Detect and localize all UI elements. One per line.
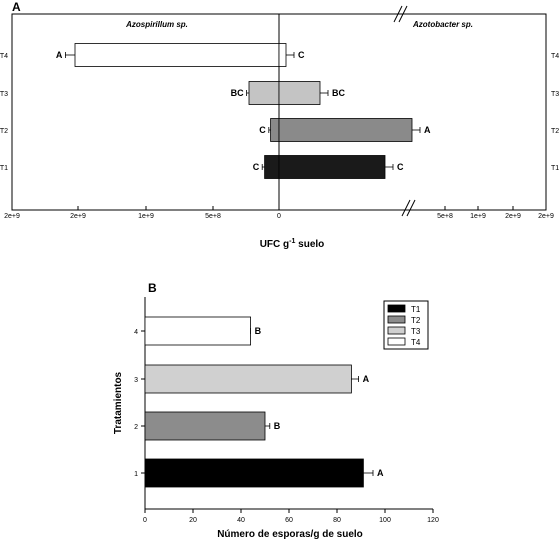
b-category-4: 4 bbox=[134, 329, 138, 336]
b-x-tick-label: 60 bbox=[285, 517, 293, 524]
a-bar-right-T3 bbox=[278, 81, 321, 105]
a-category-left-T1: T1 bbox=[0, 165, 8, 172]
axis-break-bottom bbox=[401, 199, 416, 217]
legend-swatch-T2 bbox=[387, 315, 406, 324]
a-category-right-T1: T1 bbox=[551, 165, 559, 172]
a-left-tick-label: 2e+9 bbox=[70, 213, 86, 220]
a-bar-left-T2 bbox=[270, 118, 280, 142]
b-bar-2 bbox=[144, 411, 266, 441]
a-right-tick-label: 5e+8 bbox=[437, 213, 453, 220]
b-bar-3 bbox=[144, 364, 352, 394]
axis-break-top bbox=[393, 5, 408, 23]
b-x-tick-label: 80 bbox=[333, 517, 341, 524]
b-x-tick-label: 40 bbox=[237, 517, 245, 524]
panel-a-x-axis-title: UFC g-1 suelo bbox=[260, 238, 325, 250]
a-bar-right-T4 bbox=[278, 43, 287, 67]
a-category-right-T3: T3 bbox=[551, 91, 559, 98]
b-category-1: 1 bbox=[134, 471, 138, 478]
a-sig-right-T3: BC bbox=[332, 88, 345, 98]
a-bar-right-T2 bbox=[278, 118, 413, 142]
a-category-left-T2: T2 bbox=[0, 128, 8, 135]
series-right-name: Azotobacter sp. bbox=[412, 20, 473, 29]
panel-a-label: A bbox=[12, 0, 21, 14]
panel-b-y-axis-title: Tratamientos bbox=[113, 371, 124, 434]
legend-label-T3: T3 bbox=[411, 327, 421, 336]
a-right-tick-label: 2e+9 bbox=[505, 213, 521, 220]
b-x-tick-label: 20 bbox=[189, 517, 197, 524]
legend-label-T4: T4 bbox=[411, 338, 421, 347]
series-left-name: Azospirillum sp. bbox=[125, 20, 188, 29]
panel-b-x-axis-title: Número de esporas/g de suelo bbox=[217, 529, 363, 540]
b-x-tick-label: 100 bbox=[379, 517, 391, 524]
b-sig-2: B bbox=[274, 421, 281, 431]
a-right-tick-label: 2e+9 bbox=[538, 213, 554, 220]
legend-label-T2: T2 bbox=[411, 316, 421, 325]
b-category-2: 2 bbox=[134, 424, 138, 431]
a-sig-left-T1: C bbox=[253, 162, 260, 172]
a-sig-left-T4: A bbox=[56, 50, 63, 60]
a-right-tick-label: 1e+9 bbox=[470, 213, 486, 220]
a-bar-right-T1 bbox=[278, 155, 386, 179]
a-bar-left-T3 bbox=[248, 81, 280, 105]
a-left-tick-label: 5e+8 bbox=[205, 213, 221, 220]
b-sig-4: B bbox=[255, 326, 262, 336]
b-sig-1: A bbox=[377, 468, 384, 478]
a-category-right-T4: T4 bbox=[551, 53, 559, 60]
legend-swatch-T1 bbox=[387, 304, 406, 313]
b-bar-1 bbox=[144, 458, 364, 488]
a-category-left-T4: T4 bbox=[0, 53, 8, 60]
a-sig-left-T2: C bbox=[259, 125, 266, 135]
a-left-tick-label: 2e+9 bbox=[4, 213, 20, 220]
a-sig-right-T1: C bbox=[397, 162, 404, 172]
b-x-tick-label: 0 bbox=[143, 517, 147, 524]
a-bar-left-T1 bbox=[264, 155, 280, 179]
a-left-tick-label: 0 bbox=[277, 213, 281, 220]
legend-swatch-T4 bbox=[387, 337, 406, 346]
b-sig-3: A bbox=[363, 374, 370, 384]
b-x-tick-label: 120 bbox=[427, 517, 439, 524]
panel-b-label: B bbox=[148, 281, 157, 295]
a-sig-right-T4: C bbox=[298, 50, 305, 60]
a-category-right-T2: T2 bbox=[551, 128, 559, 135]
a-sig-left-T3: BC bbox=[231, 88, 244, 98]
legend-label-T1: T1 bbox=[411, 305, 421, 314]
a-left-tick-label: 1e+9 bbox=[138, 213, 154, 220]
a-sig-right-T2: A bbox=[424, 125, 431, 135]
b-bar-4 bbox=[144, 316, 251, 346]
legend-swatch-T3 bbox=[387, 326, 406, 335]
b-category-3: 3 bbox=[134, 377, 138, 384]
a-bar-left-T4 bbox=[74, 43, 280, 67]
a-category-left-T3: T3 bbox=[0, 91, 8, 98]
